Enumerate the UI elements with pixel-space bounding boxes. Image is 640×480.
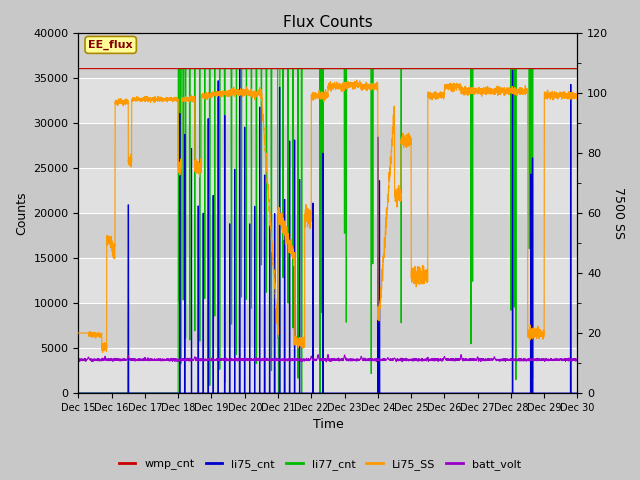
Bar <box>79 348 577 393</box>
Bar <box>79 213 577 258</box>
X-axis label: Time: Time <box>312 419 343 432</box>
Y-axis label: Counts: Counts <box>15 191 28 235</box>
Bar <box>79 78 577 123</box>
Bar <box>79 258 577 303</box>
Bar <box>79 168 577 213</box>
Y-axis label: 7500 SS: 7500 SS <box>612 187 625 239</box>
Legend: wmp_cnt, li75_cnt, li77_cnt, Li75_SS, batt_volt: wmp_cnt, li75_cnt, li77_cnt, Li75_SS, ba… <box>115 455 525 474</box>
Text: EE_flux: EE_flux <box>88 40 133 50</box>
Bar <box>79 303 577 348</box>
Bar <box>79 123 577 168</box>
Bar <box>79 33 577 78</box>
Title: Flux Counts: Flux Counts <box>283 15 373 30</box>
